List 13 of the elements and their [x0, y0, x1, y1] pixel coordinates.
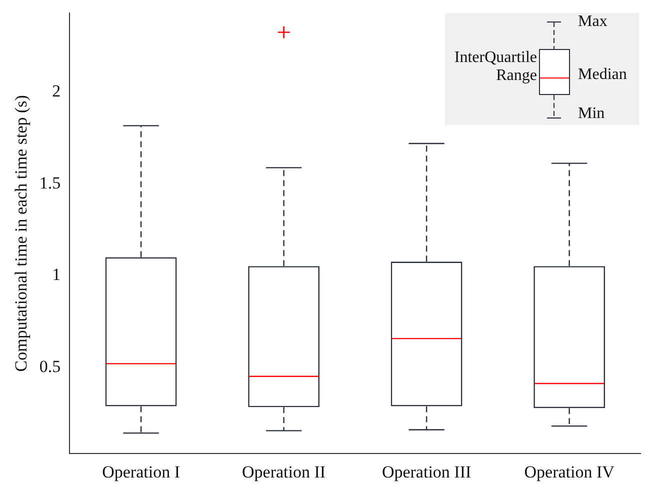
x-tick-label: Operation IV: [524, 462, 616, 482]
x-tick-label: Operation I: [102, 462, 180, 482]
y-tick-label: 0.5: [39, 356, 61, 376]
x-tick-label: Operation III: [382, 462, 472, 482]
x-tick-label: Operation II: [242, 462, 326, 482]
annotation: InterQuartile Range: [453, 49, 537, 85]
annotation: Max: [578, 13, 608, 31]
annotation: Min: [578, 105, 605, 123]
y-tick-label: 2: [52, 82, 61, 101]
y-tick-label: 1: [52, 265, 61, 284]
y-axis-title: Computational time in each time step (s): [12, 95, 31, 372]
annotation: Median: [578, 66, 627, 84]
y-tick-label: 1.5: [39, 173, 61, 192]
